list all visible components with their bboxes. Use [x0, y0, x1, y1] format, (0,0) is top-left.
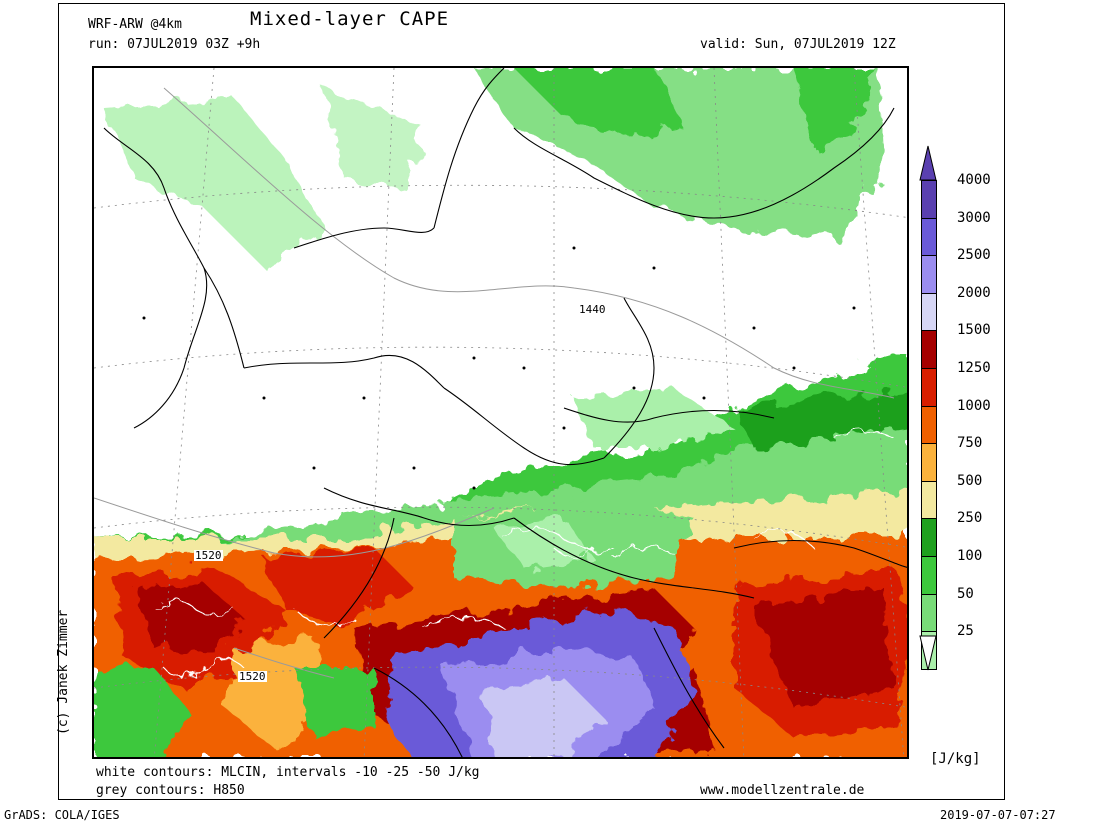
plot-frame [58, 3, 1005, 800]
grey-contours-note: grey contours: H850 [96, 783, 245, 798]
colorbar-tick-label: 2500 [957, 247, 991, 264]
colorbar-swatch [921, 255, 937, 294]
colorbar-swatch [921, 180, 937, 219]
colorbar-tick-label: 100 [957, 548, 983, 564]
colorbar-swatch [921, 217, 937, 257]
website-label: www.modellzentrale.de [700, 783, 865, 798]
colorbar-swatch [921, 443, 937, 482]
colorbar-swatch [921, 593, 937, 633]
run-label: run: 07JUL2019 03Z +9h [88, 37, 261, 52]
colorbar-swatch [921, 556, 937, 595]
colorbar-tick-label: 2000 [957, 284, 991, 301]
author-credit: (c) Janek Zimmer [56, 609, 71, 735]
contour-label-1520-lower: 1520 [238, 670, 267, 683]
grads-label: GrADS: COLA/IGES [4, 808, 120, 822]
colorbar-tick-label: 3000 [957, 209, 991, 226]
valid-label: valid: Sun, 07JUL2019 12Z [700, 37, 896, 52]
colorbar-bottom-arrow [919, 635, 937, 671]
colorbar-top-arrow [919, 145, 937, 181]
contour-label-1440: 1440 [578, 303, 607, 316]
colorbar-swatch [921, 518, 937, 557]
colorbar-swatch [921, 405, 937, 445]
contour-label-1520-upper: 1520 [194, 549, 223, 562]
colorbar-swatch [921, 480, 937, 520]
colorbar-tick-label: 25 [957, 623, 974, 640]
colorbar-tick-label: 250 [957, 510, 983, 527]
model-label: WRF-ARW @4km [88, 17, 182, 32]
colorbar-tick-label: 1250 [957, 360, 991, 376]
cape-map: 1440 1520 1520 [92, 66, 909, 759]
timestamp-label: 2019-07-07-07:27 [940, 808, 1056, 822]
colorbar-tick-label: 4000 [957, 172, 991, 188]
colorbar-tick-label: 50 [957, 585, 974, 602]
colorbar-unit: [J/kg] [930, 751, 981, 767]
colorbar-tick-label: 1500 [957, 322, 991, 339]
colorbar-swatch [921, 330, 937, 369]
colorbar-tick-label: 500 [957, 472, 983, 489]
map-title: Mixed-layer CAPE [250, 8, 450, 30]
colorbar-swatch [921, 368, 937, 407]
colorbar-swatch [921, 292, 937, 332]
colorbar-tick-label: 750 [957, 435, 983, 452]
colorbar-tick-label: 1000 [957, 397, 991, 414]
white-contours-note: white contours: MLCIN, intervals -10 -25… [96, 765, 480, 780]
